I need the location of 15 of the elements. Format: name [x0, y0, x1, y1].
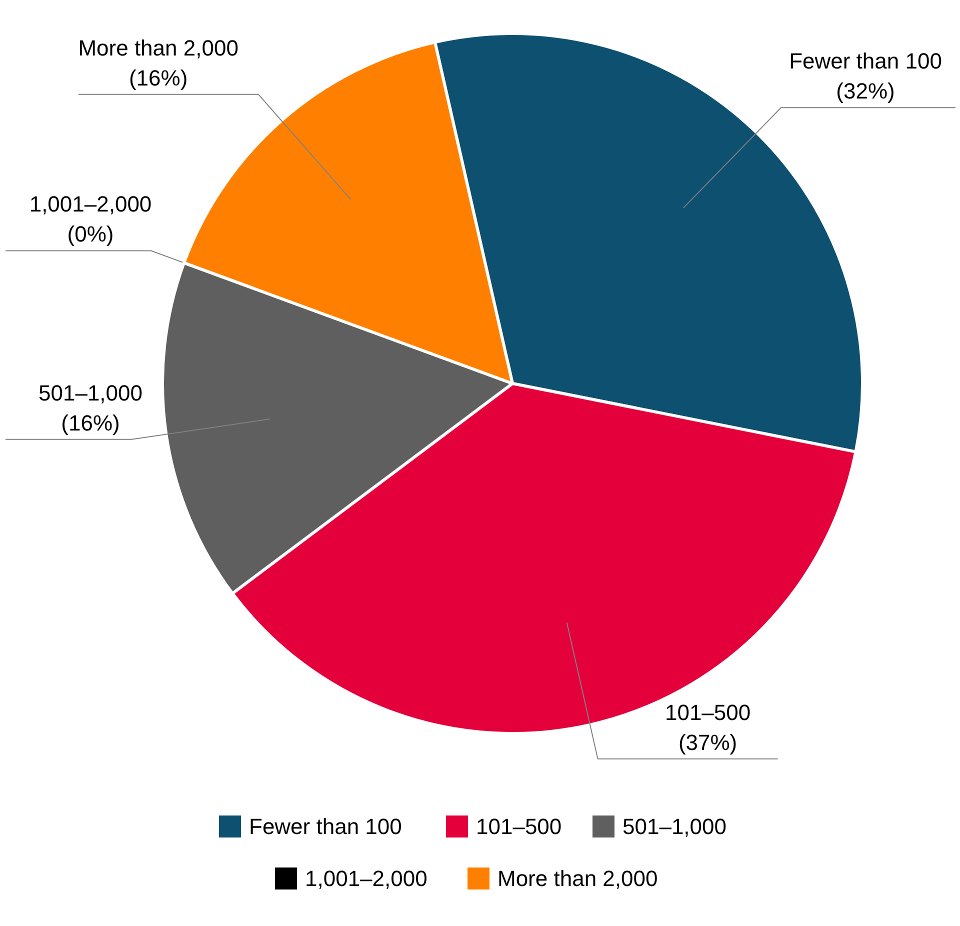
- data-label: (32%): [836, 78, 895, 104]
- legend-label: 501–1,000: [622, 814, 726, 839]
- data-label: (37%): [678, 730, 738, 755]
- category-label: 1,001–2,000: [29, 192, 152, 217]
- legend-label: More than 2,000: [498, 866, 658, 891]
- slice-label: Fewer than 100: [789, 48, 942, 74]
- data-label: (16%): [128, 65, 188, 90]
- text: (0%): [67, 222, 114, 247]
- slice-label: 501–1,000: [38, 380, 142, 406]
- legend-label: Fewer than 100: [249, 814, 402, 839]
- legend-label: 1,001–2,000: [305, 866, 428, 891]
- legend-label: 101–500: [476, 814, 562, 839]
- data-label: (16%): [61, 410, 120, 436]
- slice-label: More than 2,000: [78, 35, 238, 60]
- slice-label: 101–500: [664, 700, 751, 725]
